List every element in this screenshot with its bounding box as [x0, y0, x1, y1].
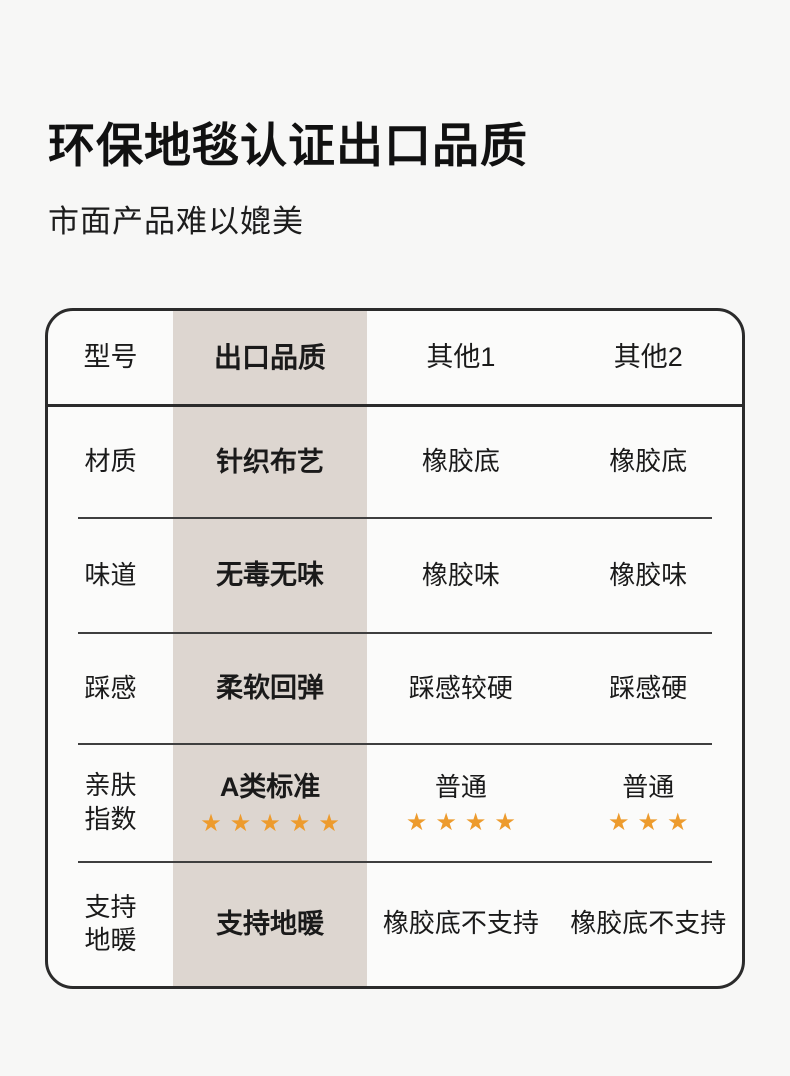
page-subtitle: 市面产品难以媲美 [48, 204, 304, 240]
header-cell-model: 型号 [83, 342, 138, 373]
cell-export-value: A类标准 ★★★★★ [173, 745, 367, 860]
table-row-skin-friendly-index: 亲肤 指数 A类标准 ★★★★★ 普通 ★★★★ 普通 ★★★ [48, 745, 742, 860]
cell-other1-value: 橡胶底不支持 [382, 908, 539, 939]
row-label: 踩感 [84, 672, 137, 703]
row-label: 味道 [84, 559, 137, 590]
cell-export-value: 支持地暖 [216, 908, 325, 939]
header-cell-export-quality: 出口品质 [214, 341, 327, 373]
cell-export-value: 无毒无味 [216, 559, 325, 590]
table-header-row: 型号 出口品质 其他1 其他2 [48, 311, 742, 404]
cell-export-value: 针织布艺 [216, 446, 325, 477]
highlight-column-background [172, 311, 368, 986]
skin-standard-text: A类标准 [219, 772, 321, 803]
row-label: 材质 [84, 446, 137, 477]
row-label: 支持 地暖 [84, 891, 137, 956]
cell-other2-value: 踩感硬 [609, 672, 688, 703]
header-cell-other1: 其他1 [426, 342, 496, 373]
star-rating-other1: ★★★★ [405, 809, 524, 837]
cell-other2-value: 橡胶底 [609, 446, 688, 477]
row-divider [78, 632, 712, 635]
table-row-material: 材质 针织布艺 橡胶底 橡胶底 [48, 407, 742, 516]
cell-other1-value: 橡胶底 [421, 446, 500, 477]
cell-other2-value: 橡胶味 [609, 559, 688, 590]
cell-other2-value: 普通 ★★★ [555, 745, 742, 860]
header-cell-other2: 其他2 [613, 342, 683, 373]
row-divider [78, 743, 712, 746]
comparison-table-grid: 型号 出口品质 其他1 其他2 材质 针织布艺 橡胶底 橡胶底 味道 无毒无味 … [48, 311, 742, 986]
cell-export-value: 柔软回弹 [216, 673, 325, 704]
page-title: 环保地毯认证出口品质 [48, 119, 528, 172]
cell-other1-value: 普通 ★★★★ [367, 745, 554, 860]
star-rating-other2: ★★★ [608, 809, 697, 837]
header-divider [48, 404, 742, 408]
skin-standard-text: 普通 [434, 771, 487, 802]
cell-other1-value: 橡胶味 [421, 559, 500, 590]
row-divider [78, 860, 712, 863]
skin-standard-text: 普通 [622, 771, 675, 802]
table-row-floor-heating: 支持 地暖 支持地暖 橡胶底不支持 橡胶底不支持 [48, 863, 742, 986]
table-row-smell: 味道 无毒无味 橡胶味 橡胶味 [48, 519, 742, 632]
star-rating-export: ★★★★★ [200, 810, 348, 838]
heading-block: 环保地毯认证出口品质 市面产品难以媲美 [48, 118, 528, 241]
cell-other1-value: 踩感较硬 [408, 672, 513, 703]
row-label: 亲肤 指数 [84, 770, 137, 835]
row-divider [78, 516, 712, 519]
cell-other2-value: 橡胶底不支持 [570, 908, 727, 939]
table-row-step-feel: 踩感 柔软回弹 踩感较硬 踩感硬 [48, 634, 742, 743]
comparison-table: 型号 出口品质 其他1 其他2 材质 针织布艺 橡胶底 橡胶底 味道 无毒无味 … [45, 308, 745, 989]
